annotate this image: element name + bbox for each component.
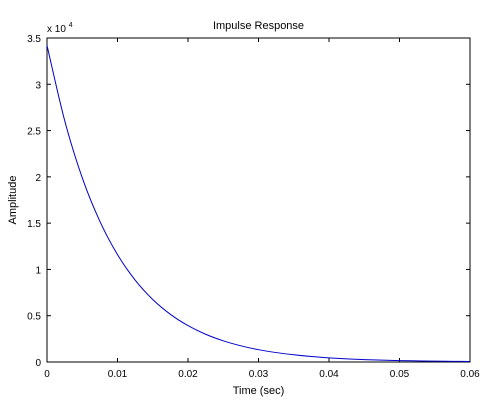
axis-ticks: 0 0.01 0.02 0.03 0.04 0.05 0.06 0 0.5 1 1.5 2 2.5 3 3.… [27,34,480,380]
x-tick-label: 0.01 [108,369,128,380]
x-tick-label: 0.02 [178,369,198,380]
x-tick-label: 0.04 [319,369,339,380]
x-tick-label: 0.03 [249,369,269,380]
y-tick-label: 0.5 [27,312,41,323]
x-tick-label: 0 [44,369,50,380]
y-exponent-power: 4 [69,22,73,29]
x-tick-label: 0.06 [460,369,480,380]
chart-title: Impulse Response [213,20,304,32]
y-tick-label: 1 [35,265,41,276]
axes-box [46,37,471,363]
y-tick-label: 3.5 [27,34,41,45]
y-exponent-base: x 10 [47,24,66,35]
x-tick-label: 0.05 [390,369,410,380]
impulse-response-line [46,45,471,363]
y-axis-label: Amplitude [7,176,19,225]
y-tick-label: 2 [35,173,41,184]
y-tick-label: 2.5 [27,127,41,138]
x-axis-label: Time (sec) [233,385,285,397]
y-tick-label: 0 [35,358,41,369]
y-axis-exponent: x 10 4 [47,22,73,35]
y-tick-label: 3 [35,80,41,91]
plot-area [46,45,471,363]
y-tick-label: 1.5 [27,219,41,230]
